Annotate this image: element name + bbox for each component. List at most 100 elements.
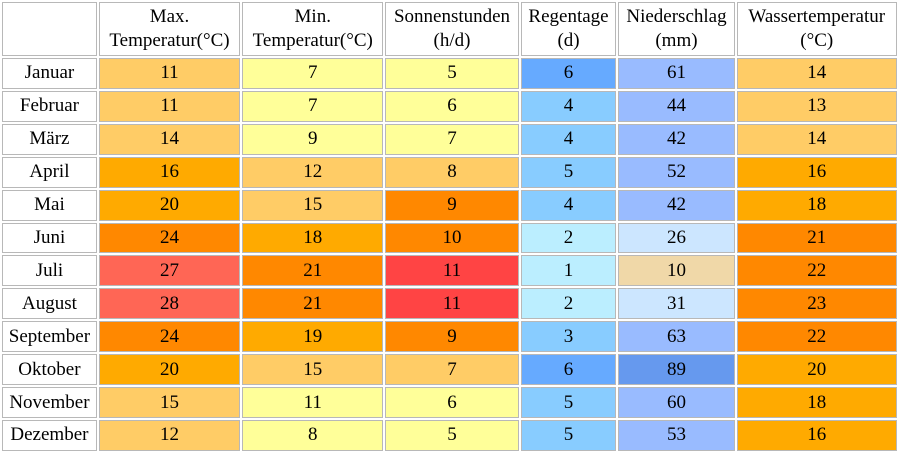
cell-precipitation: 60 (618, 387, 735, 418)
column-header-line1: Wassertemperatur (748, 6, 886, 27)
cell-water-temp: 22 (736, 321, 897, 353)
column-header-line2: (°C) (800, 30, 834, 51)
cell-min-temp: 11 (242, 387, 384, 418)
cell-sunshine-hours: 11 (385, 255, 519, 287)
cell-rain-days: 5 (520, 387, 617, 418)
cell-min-temp: 21 (242, 288, 384, 320)
cell-sunshine-hours: 8 (385, 156, 519, 188)
column-header-line1: Min. (294, 6, 331, 27)
cell-precipitation: 42 (618, 123, 735, 155)
cell-precipitation: 42 (618, 189, 735, 221)
cell-max-temp: 27 (98, 255, 241, 287)
column-header-line1: Regentage (528, 6, 609, 27)
cell-water-temp: 18 (736, 189, 897, 221)
cell-rain-days: 6 (520, 58, 617, 89)
column-header-max-temp: Max. Temperatur(°C) (98, 2, 241, 56)
cell-water-temp: 18 (736, 387, 897, 418)
table-row: März 14 9 7 4 42 14 (2, 123, 897, 155)
month-label: Dezember (2, 419, 97, 451)
column-header-line1: Sonnenstunden (393, 6, 511, 27)
cell-water-temp: 22 (736, 255, 897, 287)
cell-min-temp: 21 (242, 255, 384, 287)
cell-precipitation: 44 (618, 90, 735, 122)
cell-rain-days: 4 (520, 90, 617, 122)
cell-sunshine-hours: 6 (385, 90, 519, 122)
cell-max-temp: 11 (98, 58, 241, 89)
cell-rain-days: 2 (520, 288, 617, 320)
cell-water-temp: 16 (736, 156, 897, 188)
cell-sunshine-hours: 9 (385, 189, 519, 221)
month-label: Januar (2, 58, 97, 89)
cell-min-temp: 19 (242, 321, 384, 353)
column-header-corner (2, 2, 97, 56)
column-header-water-temp: Wassertemperatur (°C) (736, 2, 897, 56)
table-row: Juli 27 21 11 1 10 22 (2, 255, 897, 287)
cell-rain-days: 1 (520, 255, 617, 287)
cell-min-temp: 15 (242, 354, 384, 386)
month-label: Juni (2, 222, 97, 254)
cell-max-temp: 24 (98, 222, 241, 254)
cell-water-temp: 16 (736, 419, 897, 451)
cell-precipitation: 26 (618, 222, 735, 254)
cell-rain-days: 4 (520, 189, 617, 221)
cell-rain-days: 3 (520, 321, 617, 353)
cell-sunshine-hours: 10 (385, 222, 519, 254)
column-header-line2: Temperatur(°C) (252, 30, 373, 51)
column-header-line1: Max. (149, 6, 190, 27)
table-row: November 15 11 6 5 60 18 (2, 387, 897, 418)
cell-max-temp: 12 (98, 419, 241, 451)
month-label: Februar (2, 90, 97, 122)
month-label: September (2, 321, 97, 353)
cell-sunshine-hours: 7 (385, 354, 519, 386)
month-label: Mai (2, 189, 97, 221)
cell-rain-days: 2 (520, 222, 617, 254)
cell-precipitation: 89 (618, 354, 735, 386)
table-row: Februar 11 7 6 4 44 13 (2, 90, 897, 122)
cell-min-temp: 15 (242, 189, 384, 221)
month-label: April (2, 156, 97, 188)
table-row: Oktober 20 15 7 6 89 20 (2, 354, 897, 386)
cell-rain-days: 5 (520, 156, 617, 188)
cell-min-temp: 12 (242, 156, 384, 188)
cell-water-temp: 14 (736, 123, 897, 155)
table-body: Januar 11 7 5 6 61 14 Februar 11 7 6 4 44 13 März 14 9 7 4… (2, 58, 897, 451)
cell-water-temp: 14 (736, 58, 897, 89)
table-row: Mai 20 15 9 4 42 18 (2, 189, 897, 221)
cell-rain-days: 6 (520, 354, 617, 386)
cell-sunshine-hours: 5 (385, 419, 519, 451)
cell-min-temp: 7 (242, 58, 384, 89)
cell-sunshine-hours: 6 (385, 387, 519, 418)
cell-precipitation: 53 (618, 419, 735, 451)
cell-max-temp: 20 (98, 354, 241, 386)
cell-rain-days: 4 (520, 123, 617, 155)
cell-max-temp: 14 (98, 123, 241, 155)
cell-precipitation: 31 (618, 288, 735, 320)
column-header-line2: (d) (557, 30, 580, 51)
cell-precipitation: 61 (618, 58, 735, 89)
cell-max-temp: 11 (98, 90, 241, 122)
cell-water-temp: 23 (736, 288, 897, 320)
month-label: Juli (2, 255, 97, 287)
month-label: Oktober (2, 354, 97, 386)
cell-min-temp: 7 (242, 90, 384, 122)
cell-precipitation: 63 (618, 321, 735, 353)
column-header-sunshine-hours: Sonnenstunden (h/d) (385, 2, 519, 56)
cell-sunshine-hours: 7 (385, 123, 519, 155)
column-header-rain-days: Regentage (d) (520, 2, 617, 56)
cell-min-temp: 9 (242, 123, 384, 155)
cell-max-temp: 16 (98, 156, 241, 188)
cell-rain-days: 5 (520, 419, 617, 451)
cell-precipitation: 52 (618, 156, 735, 188)
month-label: März (2, 123, 97, 155)
cell-max-temp: 20 (98, 189, 241, 221)
month-label: August (2, 288, 97, 320)
column-header-line2: (mm) (655, 30, 698, 51)
month-label: November (2, 387, 97, 418)
table-row: Januar 11 7 5 6 61 14 (2, 58, 897, 89)
header-row: Max. Temperatur(°C) Min. Temperatur(°C) Sonn… (2, 2, 897, 56)
cell-min-temp: 8 (242, 419, 384, 451)
table-row: Juni 24 18 10 2 26 21 (2, 222, 897, 254)
column-header-line1: Niederschlag (626, 6, 727, 27)
cell-water-temp: 20 (736, 354, 897, 386)
